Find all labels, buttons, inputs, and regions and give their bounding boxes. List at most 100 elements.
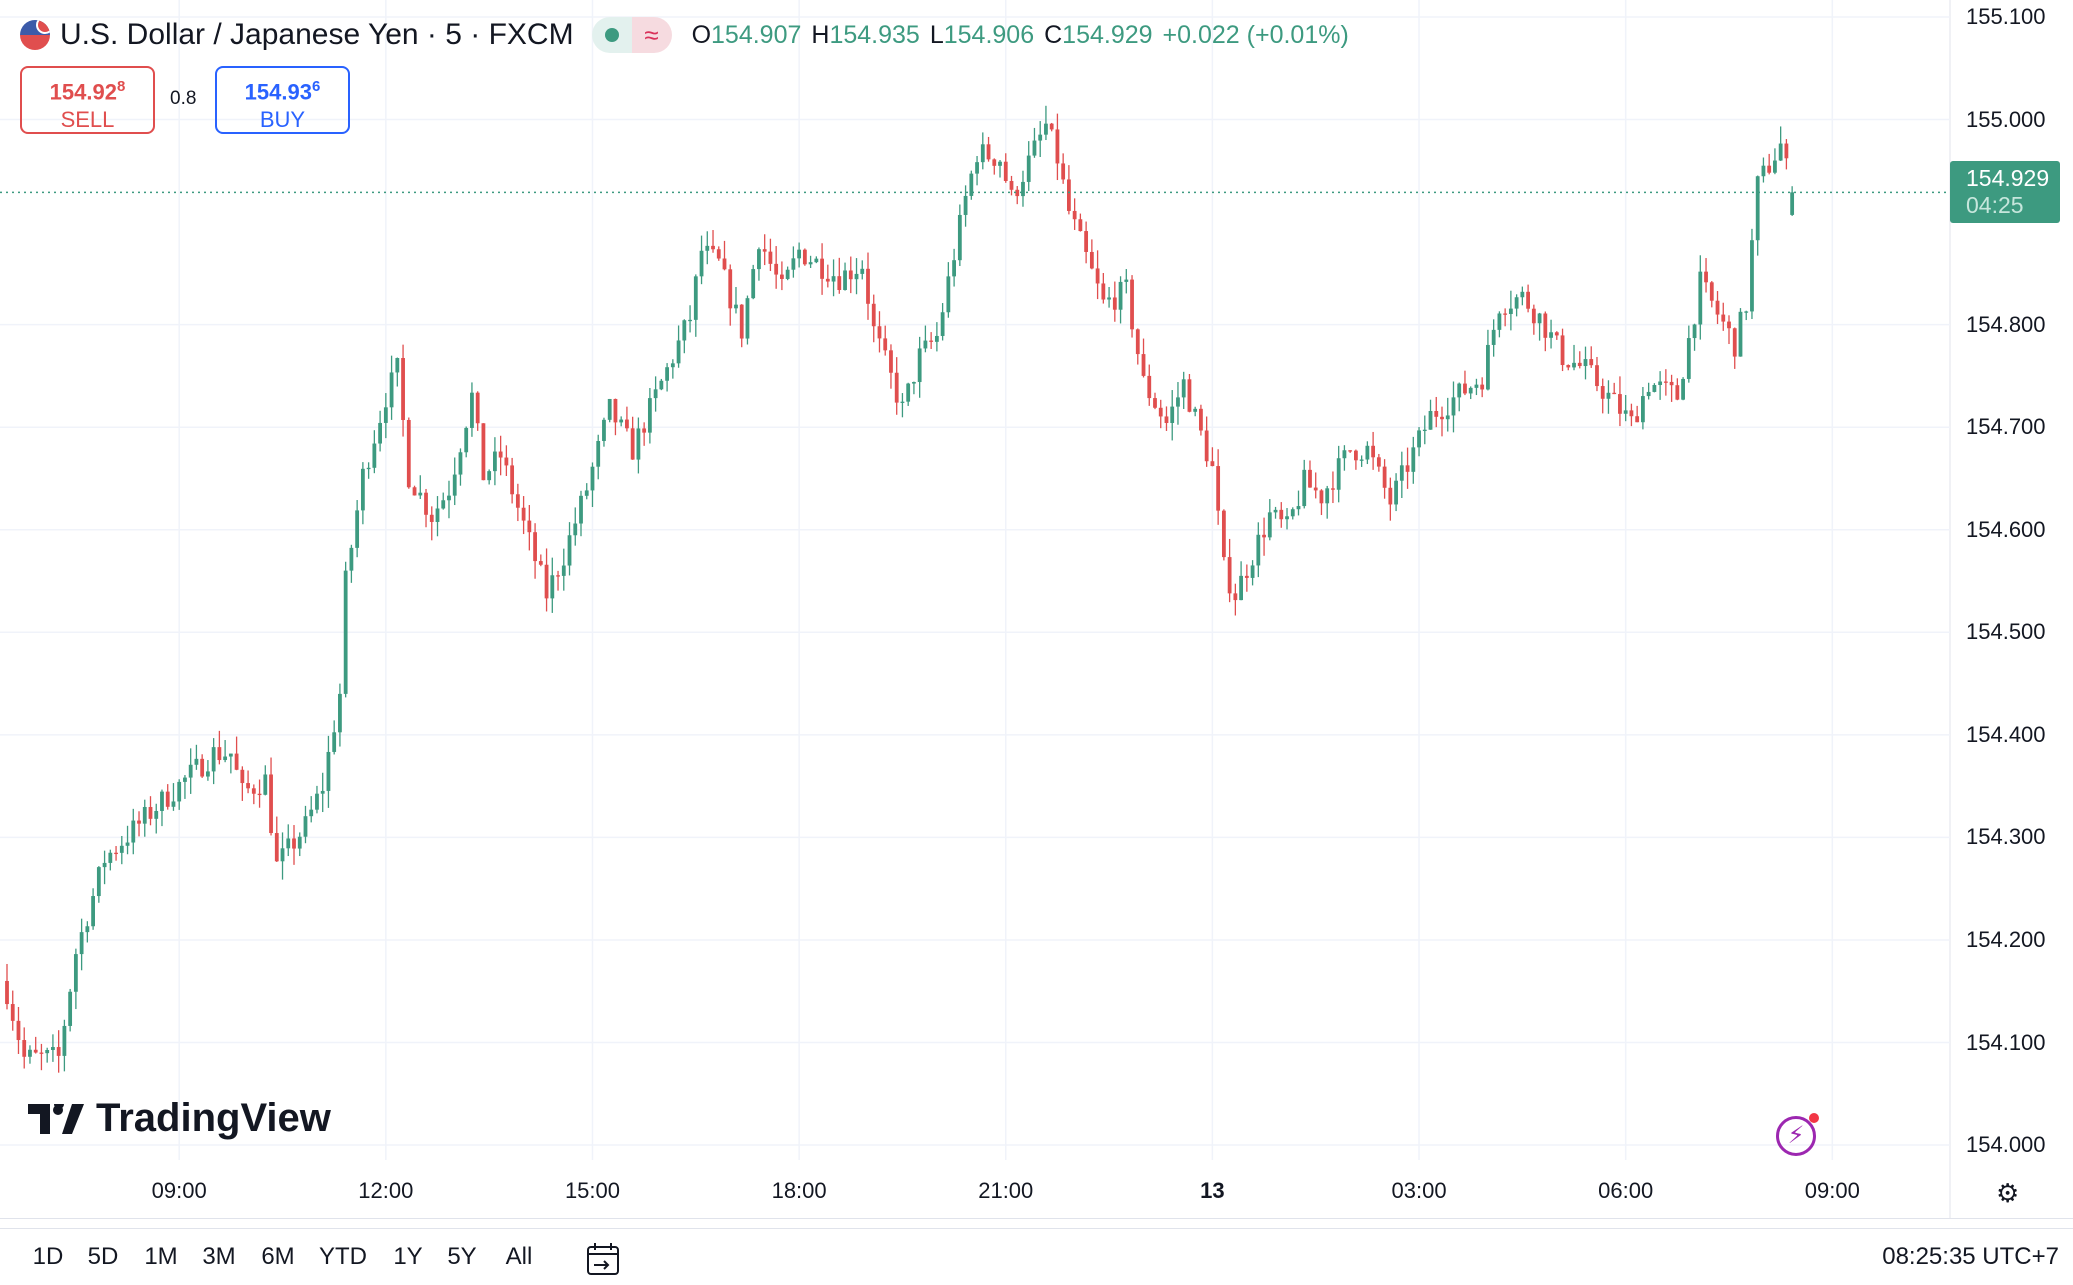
delayed-data-icon[interactable]: ≈ (631, 17, 672, 53)
low-label: L (929, 20, 944, 49)
candle-down (1049, 123, 1054, 130)
candle-up (1256, 534, 1261, 566)
candle-down (234, 753, 239, 770)
range-button-5y[interactable]: 5Y (447, 1243, 477, 1270)
candle-down (401, 358, 405, 420)
candle-up (1750, 240, 1754, 312)
candle-down (1153, 398, 1157, 408)
candle-down (498, 451, 503, 458)
candle-down (1009, 180, 1014, 190)
candle-down (1130, 279, 1134, 330)
candle-down (1313, 487, 1318, 491)
symbol-title[interactable]: U.S. Dollar / Japanese Yen · 5 · FXCM (60, 18, 574, 51)
candle-down (114, 852, 118, 855)
candle-up (934, 335, 939, 342)
candle-down (165, 791, 170, 807)
candle-up (73, 954, 78, 992)
candle-up (171, 801, 176, 807)
lightning-alert-icon[interactable]: ⚡ (1776, 1113, 1819, 1156)
candle-down (871, 303, 876, 327)
candle-up (1761, 165, 1766, 177)
market-open-icon[interactable] (591, 17, 632, 53)
candle-down (1216, 466, 1221, 511)
range-button-ytd[interactable]: YTD (319, 1243, 367, 1270)
tradingview-logo[interactable]: TradingView (28, 1096, 331, 1141)
candle-down (837, 276, 842, 290)
candle-up (619, 419, 624, 423)
candle-down (515, 494, 520, 508)
candle-up (309, 809, 314, 817)
price-tick: 155.000 (1966, 106, 2046, 132)
candle-up (647, 398, 652, 433)
candle-up (1692, 324, 1697, 339)
candle-up (998, 161, 1002, 166)
candle-down (481, 423, 486, 481)
candle-down (1112, 297, 1117, 310)
sell-label: SELL (60, 107, 115, 133)
candle-down (1405, 465, 1410, 472)
spread-value: 0.8 (170, 88, 197, 109)
candle-up (1411, 447, 1416, 472)
clock-timezone[interactable]: 08:25:35 UTC+7 (1882, 1243, 2059, 1270)
last-price: 154.929 (1966, 165, 2050, 192)
candle-up (1445, 415, 1450, 420)
candle-up (1572, 362, 1576, 368)
candle-up (383, 407, 388, 423)
candle-down (556, 575, 560, 577)
candle-up (670, 363, 675, 368)
candle-up (1267, 512, 1272, 538)
candle-up (160, 791, 164, 811)
candle-up (797, 249, 802, 259)
candle-down (424, 492, 428, 515)
candle-down (877, 326, 882, 339)
candle-down (1669, 381, 1674, 386)
range-button-3m[interactable]: 3M (202, 1243, 236, 1270)
time-tick: 18:00 (771, 1178, 827, 1203)
calendar-goto-icon[interactable] (585, 1241, 621, 1277)
candle-up (85, 926, 90, 933)
candle-down (510, 465, 515, 495)
candle-up (378, 422, 382, 444)
candle-down (642, 428, 647, 433)
candle-up (665, 367, 669, 381)
candle-down (251, 788, 256, 794)
last-price-label: 154.929 04:25 (1950, 161, 2060, 224)
price-tick: 154.200 (1966, 926, 2046, 952)
candle-up (900, 401, 905, 403)
candle-down (16, 1020, 21, 1041)
sell-price: 154.92 (49, 79, 117, 105)
high-label: H (811, 20, 830, 49)
candle-up (1417, 430, 1421, 448)
candle-down (1262, 534, 1266, 538)
buy-button[interactable]: 154.936 BUY (215, 66, 350, 134)
candle-up (1778, 143, 1783, 161)
candle-up (607, 398, 612, 420)
range-button-6m[interactable]: 6M (261, 1243, 295, 1270)
candle-up (464, 427, 469, 453)
candle-down (1227, 557, 1232, 594)
symbol-header: U.S. Dollar / Japanese Yen · 5 · FXCM ≈ … (20, 14, 1349, 56)
candle-down (33, 1049, 38, 1053)
time-axis-divider (0, 1218, 2073, 1219)
candle-up (211, 747, 216, 772)
range-button-1d[interactable]: 1D (32, 1243, 64, 1270)
candle-up (62, 1025, 67, 1056)
sell-button[interactable]: 154.928 SELL (20, 66, 155, 134)
candle-up (372, 443, 377, 468)
candle-up (854, 273, 859, 280)
range-button-5d[interactable]: 5D (87, 1243, 119, 1270)
ohlc-values: O154.907 H154.935 L154.906 C154.929 +0.0… (692, 21, 1349, 50)
candlestick-chart[interactable] (0, 0, 2073, 1225)
candle-up (142, 806, 147, 824)
candle-up (653, 389, 658, 399)
range-button-all[interactable]: All (505, 1243, 533, 1270)
candle-up (263, 774, 268, 795)
low-value: 154.906 (943, 20, 1035, 49)
range-button-1m[interactable]: 1M (144, 1243, 178, 1270)
chart-settings-icon[interactable]: ⚙ (1996, 1178, 2020, 1208)
candle-down (1589, 359, 1594, 366)
candle-down (5, 980, 9, 1005)
candle-down (217, 747, 222, 761)
market-status[interactable]: ≈ (591, 17, 672, 53)
range-button-1y[interactable]: 1Y (393, 1243, 423, 1270)
